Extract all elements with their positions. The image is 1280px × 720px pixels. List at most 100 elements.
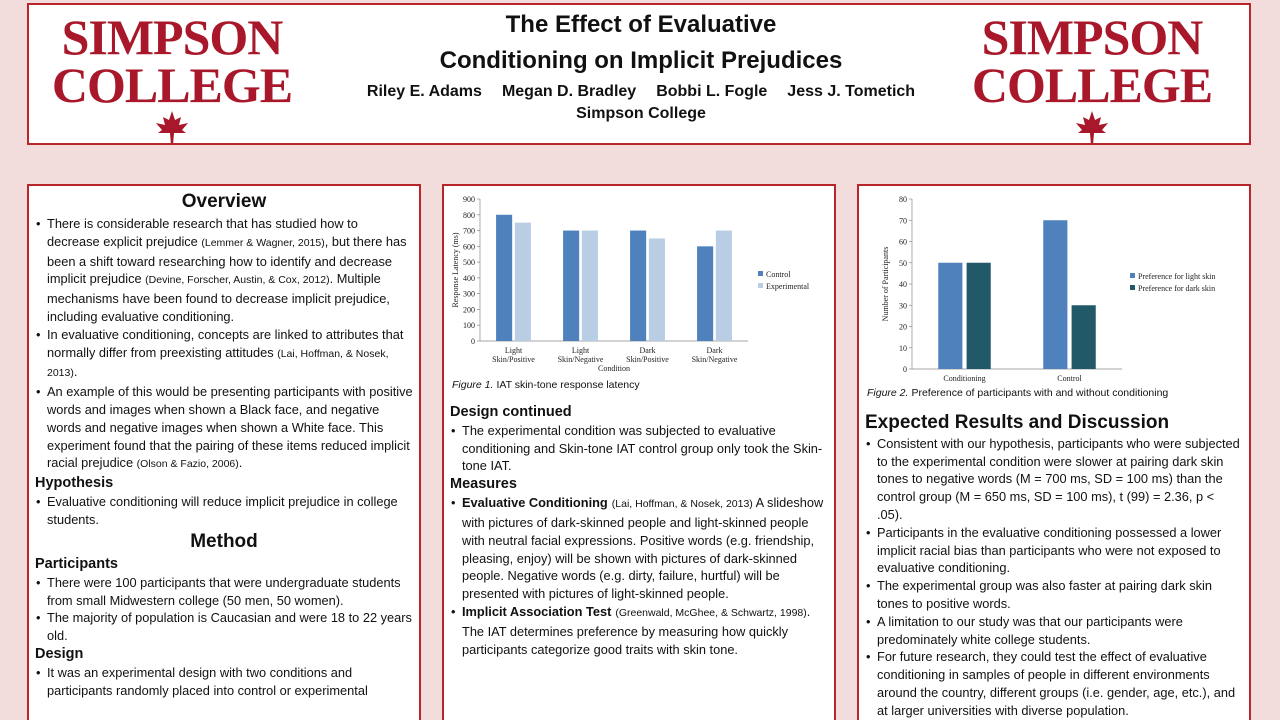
caption-label: Figure 1. — [452, 379, 494, 391]
maple-leaf — [1076, 111, 1108, 143]
bullet: For future research, they could test the… — [866, 648, 1243, 719]
bullet: The experimental condition was subjected… — [451, 422, 828, 475]
title-line: Conditioning on Implicit Prejudices — [439, 47, 843, 74]
chart: 0 100 200 300 400 500 600 700 800 900 Light Skin/Po… — [451, 195, 810, 373]
bar — [514, 222, 531, 341]
bar — [563, 230, 580, 341]
bullet: Participants in the evaluative condition… — [866, 524, 1243, 577]
text: . Multiple mechanisms have been found to… — [47, 271, 390, 324]
bar — [1043, 220, 1068, 369]
x-tick-label: Conditioning — [943, 374, 985, 383]
legend-label: Preference for light skin — [1138, 272, 1216, 281]
legend-swatch — [758, 283, 763, 288]
y-tick-label: 300 — [463, 290, 475, 299]
lead: Evaluative Conditioning — [462, 495, 608, 511]
citation: (Olson & Fazio, 2006) — [136, 458, 239, 471]
subheading: Design — [35, 645, 84, 662]
y-tick-label: 200 — [463, 305, 475, 314]
legend-swatch — [1130, 273, 1135, 278]
bullet: The experimental group was also faster a… — [866, 577, 1243, 613]
logo-text: COLLEGE — [51, 57, 293, 113]
author: Bobbi L. Fogle — [656, 83, 768, 100]
y-axis-label: Response Latency (ms) — [451, 232, 460, 307]
bullet-list: Evaluative conditioning will reduce impl… — [35, 493, 413, 529]
bullet: The majority of population is Caucasian … — [36, 609, 413, 645]
logo: SIMPSON COLLEGE — [37, 12, 307, 143]
bar — [496, 214, 513, 341]
authors: Riley E. Adams Megan D. Bradley Bobbi L. F… — [329, 81, 953, 103]
bar — [648, 238, 665, 341]
text: The majority of population is Caucasian … — [47, 610, 412, 644]
y-tick-label: 10 — [899, 344, 907, 353]
text: Evaluative conditioning will reduce impl… — [47, 494, 398, 527]
text: , but there has been a shift toward rese… — [47, 233, 407, 287]
column: 0 100 200 300 400 500 600 700 800 900 Light Skin/Po… — [442, 184, 836, 720]
y-tick-label: 70 — [899, 216, 907, 225]
citation: (Greenwald, McGhee, & Schwartz, 1998) — [615, 606, 807, 619]
y-tick-label: 900 — [463, 195, 475, 204]
text: . — [238, 455, 243, 471]
bullet: A limitation to our study was that our p… — [866, 613, 1243, 649]
text: An example of this would be presenting p… — [47, 384, 413, 471]
text: There were 100 participants that were un… — [47, 574, 401, 608]
caption-text: Preference of participants with and with… — [911, 387, 1169, 399]
y-tick-label: 0 — [903, 365, 907, 374]
bullet: Evaluative conditioning will reduce impl… — [36, 493, 413, 529]
bar — [630, 230, 647, 341]
figure-caption: Figure 2. Preference of participants with… — [867, 385, 1243, 403]
y-tick-label: 30 — [899, 301, 907, 310]
subheading: Measures — [450, 476, 517, 493]
header: SIMPSON COLLEGE The Effect of Evaluative… — [27, 3, 1251, 145]
author: Jess J. Tometich — [787, 83, 916, 100]
section-heading: Overview — [181, 191, 267, 212]
text: In evaluative conditioning, concepts are… — [47, 326, 404, 360]
y-tick-label: 400 — [463, 274, 475, 283]
y-tick-label: 500 — [463, 258, 475, 267]
bullet: In evaluative conditioning, concepts are… — [36, 326, 413, 383]
bullet-list: There is considerable research that has … — [35, 215, 413, 474]
y-tick-label: 20 — [899, 323, 907, 332]
y-tick-label: 700 — [463, 227, 475, 236]
text: It was an experimental design with two c… — [47, 664, 368, 698]
text: . — [73, 364, 78, 380]
bar — [1071, 305, 1096, 369]
text: A limitation to our study was that our p… — [877, 613, 1183, 647]
bullet: There were 100 participants that were un… — [36, 574, 413, 610]
y-axis-label: Number of Participants — [881, 247, 890, 322]
citation: (Lai, Hoffman, & Nosek, 2013) — [47, 347, 389, 380]
bullet-list: There were 100 participants that were un… — [35, 574, 413, 645]
citation: (Lai, Hoffman, & Nosek, 2013) — [611, 498, 753, 511]
bullet-list: The experimental condition was subjected… — [450, 422, 828, 475]
x-tick-label: Dark Skin/Positive — [626, 346, 669, 364]
logo-text: SIMPSON — [981, 9, 1204, 65]
section-heading: Expected Results and Discussion — [865, 411, 1170, 433]
bullet-list: It was an experimental design with two c… — [35, 664, 413, 700]
subheading: Hypothesis — [35, 475, 114, 492]
x-tick-label: Dark Skin/Negative — [692, 346, 738, 364]
text: . The IAT determines preference by measu… — [462, 603, 811, 657]
bar — [697, 246, 714, 341]
title-line: The Effect of Evaluative — [505, 11, 777, 38]
title-block: The Effect of Evaluative Conditioning on… — [329, 7, 953, 125]
bullet: An example of this would be presenting p… — [36, 383, 413, 474]
subheading: Design continued — [450, 403, 572, 420]
text: Participants in the evaluative condition… — [877, 524, 1222, 576]
column: Overview There is considerable research t… — [27, 184, 421, 720]
bullet: There is considerable research that has … — [36, 215, 413, 326]
y-tick-label: 40 — [899, 280, 907, 289]
y-tick-label: 600 — [463, 242, 475, 251]
maple-leaf — [156, 111, 188, 143]
caption-label: Figure 2. — [867, 387, 909, 399]
bullet-list: Consistent with our hypothesis, particip… — [865, 435, 1243, 720]
affiliation: Simpson College — [576, 105, 706, 122]
bullet: Implicit Association Test(Greenwald, McG… — [451, 603, 828, 658]
caption-text: IAT skin-tone response latency — [496, 379, 640, 391]
citation: (Lemmer & Wagner, 2015) — [201, 236, 325, 249]
y-tick-label: 100 — [463, 321, 475, 330]
y-tick-label: 800 — [463, 211, 475, 220]
y-tick-label: 60 — [899, 238, 907, 247]
bar — [581, 230, 598, 341]
author: Megan D. Bradley — [501, 83, 637, 100]
x-axis-label: Condition — [598, 364, 630, 373]
